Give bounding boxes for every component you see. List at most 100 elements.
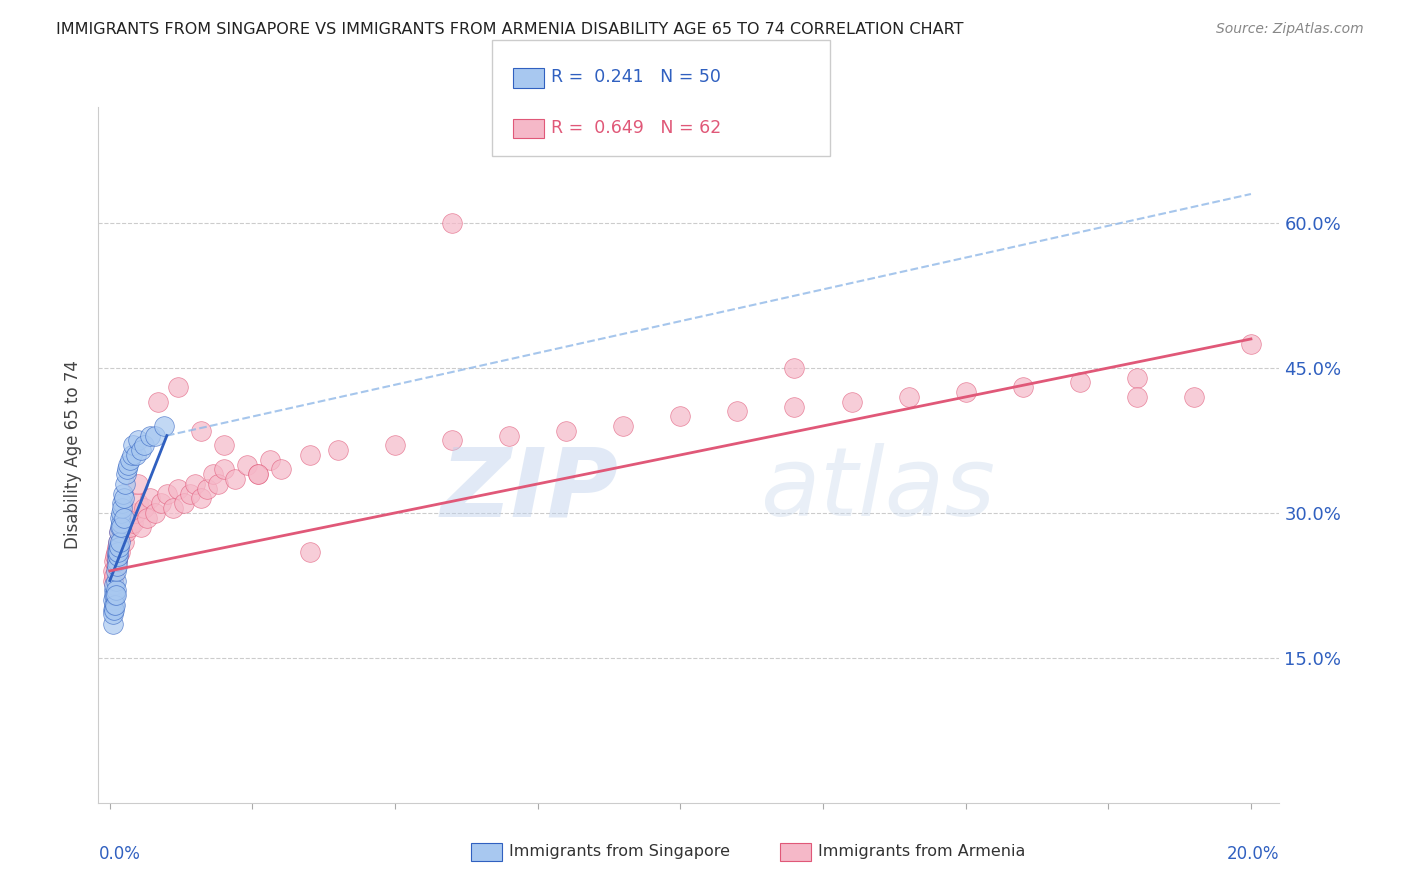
- Point: [195, 482, 218, 496]
- Point: [270, 462, 292, 476]
- Point: [1182, 390, 1205, 404]
- Point: [112, 534, 135, 549]
- Point: [118, 452, 141, 467]
- Point: [103, 592, 125, 607]
- Point: [150, 496, 173, 510]
- Point: [111, 496, 134, 510]
- Point: [107, 540, 129, 554]
- Point: [114, 467, 136, 482]
- Point: [114, 525, 136, 540]
- Point: [112, 510, 135, 524]
- Point: [179, 486, 201, 500]
- Point: [104, 583, 127, 598]
- Point: [1069, 376, 1091, 390]
- Point: [139, 491, 162, 506]
- Point: [101, 574, 124, 588]
- Point: [148, 394, 170, 409]
- Point: [108, 510, 131, 524]
- Point: [112, 491, 135, 506]
- Point: [167, 380, 190, 394]
- Point: [121, 438, 143, 452]
- Point: [124, 448, 146, 462]
- Point: [108, 534, 131, 549]
- Point: [103, 583, 125, 598]
- Point: [127, 476, 149, 491]
- Point: [224, 472, 246, 486]
- Text: R =  0.649   N = 62: R = 0.649 N = 62: [551, 119, 721, 136]
- Point: [153, 419, 176, 434]
- Text: 20.0%: 20.0%: [1227, 845, 1279, 863]
- Point: [103, 602, 125, 616]
- Point: [955, 385, 977, 400]
- Point: [236, 458, 259, 472]
- Point: [184, 476, 207, 491]
- Point: [132, 438, 155, 452]
- Point: [105, 554, 128, 568]
- Point: [129, 520, 152, 534]
- Point: [145, 506, 167, 520]
- Point: [207, 476, 229, 491]
- Point: [441, 216, 464, 230]
- Point: [103, 564, 125, 578]
- Point: [108, 540, 131, 554]
- Point: [498, 428, 520, 442]
- Point: [1011, 380, 1033, 394]
- Point: [105, 544, 128, 558]
- Point: [108, 525, 131, 540]
- Text: R =  0.241   N = 50: R = 0.241 N = 50: [551, 69, 721, 87]
- Point: [201, 467, 224, 482]
- Point: [103, 607, 125, 622]
- Point: [132, 501, 155, 516]
- Point: [104, 559, 127, 574]
- Text: Immigrants from Armenia: Immigrants from Armenia: [818, 845, 1025, 859]
- Point: [103, 588, 125, 602]
- Point: [107, 534, 129, 549]
- Text: ZIP: ZIP: [440, 443, 619, 536]
- Point: [118, 520, 141, 534]
- Point: [111, 520, 134, 534]
- Text: Source: ZipAtlas.com: Source: ZipAtlas.com: [1216, 22, 1364, 37]
- Point: [107, 549, 129, 564]
- Point: [441, 434, 464, 448]
- Point: [111, 501, 134, 516]
- Text: IMMIGRANTS FROM SINGAPORE VS IMMIGRANTS FROM ARMENIA DISABILITY AGE 65 TO 74 COR: IMMIGRANTS FROM SINGAPORE VS IMMIGRANTS …: [56, 22, 963, 37]
- Point: [298, 544, 321, 558]
- Point: [114, 476, 136, 491]
- Point: [108, 525, 131, 540]
- Point: [247, 467, 270, 482]
- Point: [105, 564, 128, 578]
- Point: [105, 559, 128, 574]
- Point: [107, 534, 129, 549]
- Point: [110, 520, 132, 534]
- Point: [145, 428, 167, 442]
- Point: [101, 617, 124, 632]
- Point: [298, 448, 321, 462]
- Point: [259, 452, 281, 467]
- Point: [107, 544, 129, 558]
- Point: [162, 501, 184, 516]
- Point: [103, 554, 125, 568]
- Point: [841, 394, 863, 409]
- Point: [127, 434, 149, 448]
- Point: [110, 516, 132, 530]
- Point: [110, 530, 132, 544]
- Point: [1240, 336, 1263, 351]
- Point: [555, 424, 578, 438]
- Point: [115, 510, 138, 524]
- Point: [104, 598, 127, 612]
- Point: [121, 448, 143, 462]
- Point: [104, 574, 127, 588]
- Point: [108, 544, 131, 558]
- Point: [117, 458, 139, 472]
- Point: [190, 424, 212, 438]
- Point: [167, 482, 190, 496]
- Text: atlas: atlas: [759, 443, 995, 536]
- Point: [384, 438, 406, 452]
- Point: [105, 549, 128, 564]
- Point: [326, 443, 349, 458]
- Point: [612, 419, 634, 434]
- Point: [139, 428, 162, 442]
- Point: [105, 588, 128, 602]
- Point: [110, 506, 132, 520]
- Point: [103, 568, 125, 582]
